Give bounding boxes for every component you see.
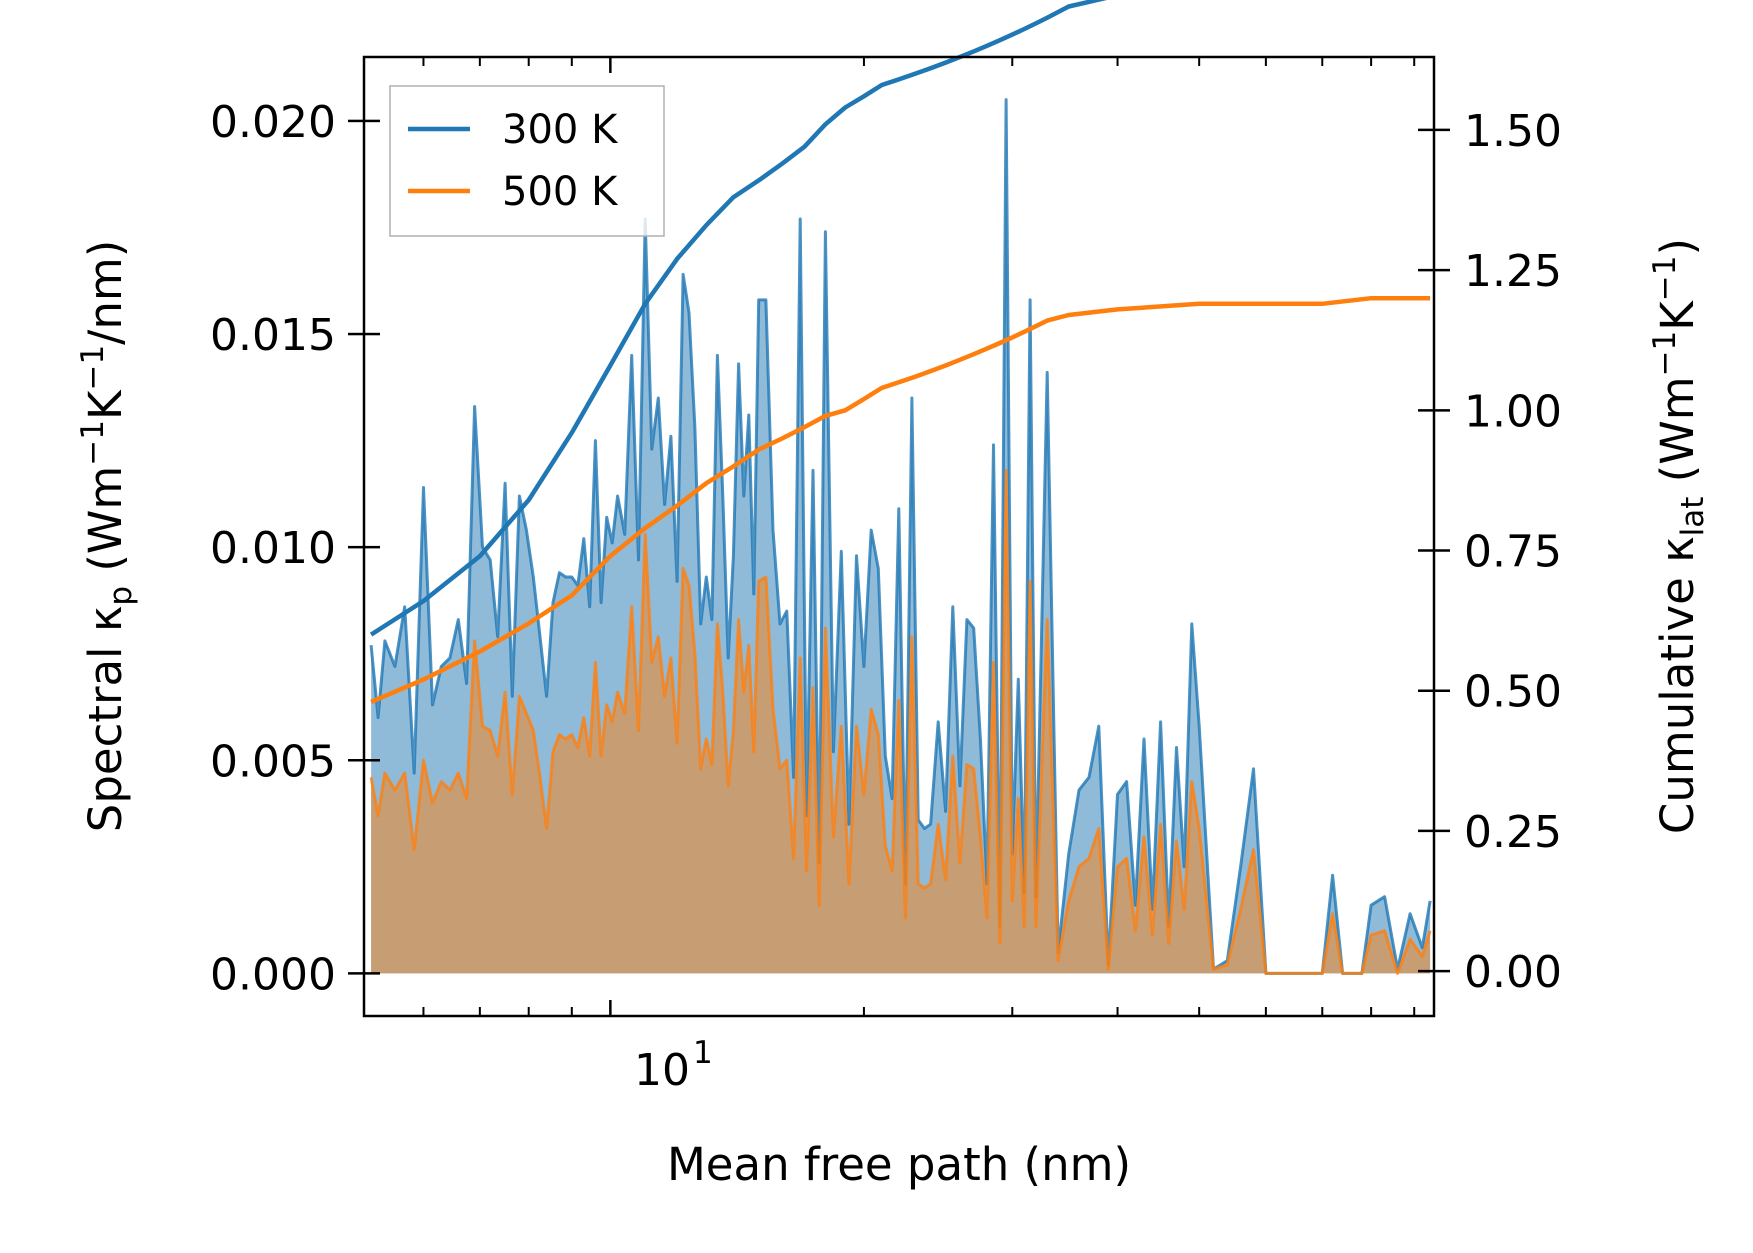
legend-label-300k: 300 K (502, 107, 619, 153)
series-layer (369, 0, 1432, 975)
spectral-area-1 (371, 470, 1431, 974)
spectral-line-1 (369, 468, 1432, 975)
y2-tick-label: 1.00 (1464, 386, 1562, 437)
y-tick-label: 0.000 (210, 949, 336, 1000)
legend-frame (389, 85, 665, 237)
axes-layer (362, 55, 1436, 1018)
y-tick-label: 0.020 (210, 97, 336, 148)
x-tick-exponent: 1 (693, 1035, 713, 1071)
y2-tick-label: 0.50 (1464, 667, 1562, 718)
y-axis-label: Spectral κp (Wm−1K−1/nm) (75, 240, 139, 833)
x-tick-label: 10 (634, 1045, 690, 1096)
y-tick-label: 0.015 (210, 310, 336, 361)
cumulative-line-0 (369, 0, 1108, 637)
spectral-line-0 (369, 98, 1432, 975)
x-tick-base: 10 (634, 1045, 690, 1096)
plot-frame (362, 55, 1436, 1018)
y2-tick-label: 1.25 (1464, 246, 1562, 297)
y2-tick-label: 1.50 (1464, 106, 1562, 157)
y2-tick-label: 0.00 (1464, 947, 1562, 998)
y2-axis-label: Cumulative κlat (Wm−1K−1) (1647, 238, 1711, 834)
legend: 300 K 500 K (389, 85, 665, 237)
ticks-layer: 0.000 0.005 0.010 0.015 0.020 0.00 0.25 0.50 0.7… (210, 57, 1562, 1016)
x-axis-label: Mean free path (nm) (667, 1138, 1131, 1191)
legend-label-500k: 500 K (502, 169, 619, 215)
cumulative-line-1 (370, 295, 1431, 704)
y-tick-label: 0.005 (210, 736, 336, 787)
y2-tick-label: 0.75 (1464, 527, 1562, 578)
y-tick-label: 0.010 (210, 523, 336, 574)
y2-tick-label: 0.25 (1464, 807, 1562, 858)
